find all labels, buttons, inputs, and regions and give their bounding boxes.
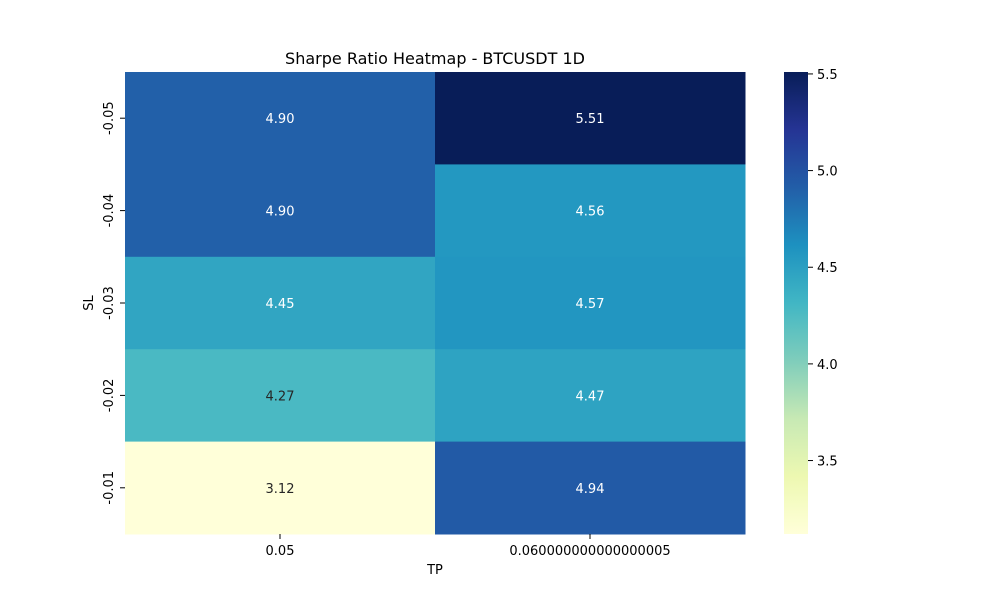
heatmap-cell-label: 4.27: [266, 389, 295, 404]
y-axis-ticks: -0.05 -0.04 -0.03 -0.02 -0.01: [102, 101, 125, 505]
heatmap-cell: [125, 349, 436, 443]
colorbar-tick-label: 4.5: [817, 261, 838, 276]
colorbar-tick-label: 3.5: [817, 455, 838, 470]
heatmap-cell: [435, 441, 746, 535]
heatmap-cell-label: 4.45: [266, 297, 295, 312]
heatmap-cell: [125, 256, 436, 350]
colorbar: [784, 72, 808, 534]
heatmap-cell-label: 4.57: [576, 297, 605, 312]
x-tick-label: 0.060000000000000005: [509, 544, 670, 559]
heatmap-cells: [125, 72, 746, 535]
heatmap-cell: [435, 349, 746, 443]
y-tick-label: -0.02: [102, 379, 117, 413]
heatmap-cell: [435, 72, 746, 165]
heatmap-cell: [125, 164, 436, 258]
y-axis-label: SL: [82, 294, 97, 310]
x-axis-ticks: 0.05 0.060000000000000005: [266, 534, 671, 559]
y-tick-label: -0.01: [102, 471, 117, 505]
heatmap-cell: [125, 72, 436, 165]
heatmap-cell: [435, 256, 746, 350]
heatmap-cell: [435, 164, 746, 258]
heatmap-cell-label: 4.94: [576, 482, 605, 497]
heatmap-cell-label: 4.56: [576, 205, 605, 220]
colorbar-tick-label: 5.5: [817, 68, 838, 83]
colorbar-tick-label: 5.0: [817, 165, 838, 180]
x-tick-label: 0.05: [266, 544, 295, 559]
heatmap-cell-label: 3.12: [266, 482, 295, 497]
y-tick-label: -0.03: [102, 286, 117, 320]
heatmap-cell-label: 5.51: [576, 112, 605, 127]
colorbar-tick-label: 4.0: [817, 358, 838, 373]
heatmap-cell: [125, 441, 436, 535]
heatmap-cell-label: 4.90: [266, 205, 295, 220]
chart-title: Sharpe Ratio Heatmap - BTCUSDT 1D: [285, 49, 585, 68]
colorbar-ticks: 3.5 4.0 4.5 5.0 5.5: [808, 68, 838, 470]
y-tick-label: -0.05: [102, 101, 117, 135]
heatmap-cell-label: 4.90: [266, 112, 295, 127]
heatmap-cell-label: 4.47: [576, 389, 605, 404]
heatmap-cell-labels: 4.90 5.51 4.90 4.56 4.45 4.57 4.27 4.47 3.12 4.94: [266, 112, 605, 497]
x-axis-label: TP: [426, 563, 443, 578]
y-tick-label: -0.04: [102, 194, 117, 228]
